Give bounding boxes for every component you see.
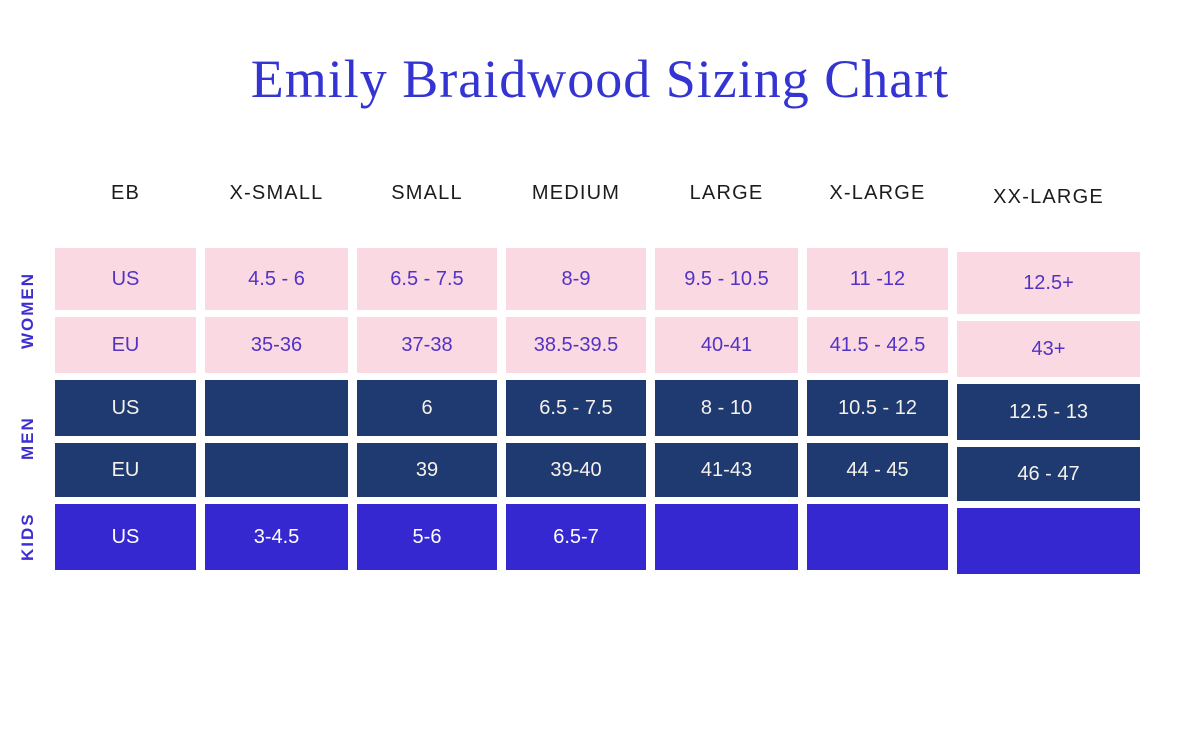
cell-men-us-small: 6 — [357, 380, 497, 437]
cell-men-eu-xx-large: 46 - 47 — [957, 447, 1140, 502]
row-label-men-us: US — [55, 380, 196, 437]
cell-men-eu-medium: 39-40 — [506, 443, 646, 498]
cell-men-us-x-small — [205, 380, 348, 437]
row-group-label-men: MEN — [18, 416, 37, 461]
cell-men-eu-small: 39 — [357, 443, 497, 498]
cell-men-eu-x-large: 44 - 45 — [807, 443, 948, 498]
cell-women-us-medium: 8-9 — [506, 248, 646, 311]
cell-men-us-xx-large: 12.5 - 13 — [957, 384, 1140, 441]
cell-men-us-large: 8 - 10 — [655, 380, 798, 437]
cell-women-eu-medium: 38.5-39.5 — [506, 317, 646, 374]
cell-kids-us-x-small: 3-4.5 — [205, 504, 348, 571]
cell-women-eu-x-small: 35-36 — [205, 317, 348, 374]
cell-women-eu-xx-large: 43+ — [957, 321, 1140, 378]
cell-women-us-large: 9.5 - 10.5 — [655, 248, 798, 311]
sizing-chart-page: Emily Braidwood Sizing Chart WOMEN MEN K… — [0, 48, 1200, 740]
column-header-x-small: X-SMALL — [229, 181, 324, 204]
column-header-large: LARGE — [689, 181, 764, 204]
page-title: Emily Braidwood Sizing Chart — [250, 49, 950, 109]
column-header-medium: MEDIUM — [531, 181, 621, 204]
cell-kids-us-large — [655, 504, 798, 571]
sizing-table: WOMEN MEN KIDS EB X-SMALL SMALL MEDIUM L… — [18, 178, 1145, 575]
column-header-eb: EB — [110, 181, 141, 204]
row-label-women-eu: EU — [55, 317, 196, 374]
row-group-label-women: WOMEN — [18, 272, 37, 350]
row-label-kids-us: US — [55, 504, 196, 571]
row-group-label-kids: KIDS — [18, 512, 37, 562]
header-table-spacer — [55, 215, 1140, 241]
cell-women-eu-large: 40-41 — [655, 317, 798, 374]
cell-men-eu-x-small — [205, 443, 348, 498]
cell-men-eu-large: 41-43 — [655, 443, 798, 498]
cell-men-us-x-large: 10.5 - 12 — [807, 380, 948, 437]
sizing-grid: EB X-SMALL SMALL MEDIUM LARGE X-LARGE XX… — [55, 178, 1145, 575]
column-header-xx-large: XX-LARGE — [993, 185, 1104, 208]
column-header-small: SMALL — [391, 181, 463, 204]
cell-women-us-x-small: 4.5 - 6 — [205, 248, 348, 311]
cell-kids-us-xx-large — [957, 508, 1140, 575]
cell-kids-us-small: 5-6 — [357, 504, 497, 571]
cell-kids-us-medium: 6.5-7 — [506, 504, 646, 571]
cell-women-us-small: 6.5 - 7.5 — [357, 248, 497, 311]
cell-women-eu-x-large: 41.5 - 42.5 — [807, 317, 948, 374]
column-header-x-large: X-LARGE — [829, 181, 926, 204]
row-label-men-eu: EU — [55, 443, 196, 498]
cell-men-us-medium: 6.5 - 7.5 — [506, 380, 646, 437]
cell-women-us-x-large: 11 -12 — [807, 248, 948, 311]
cell-women-us-xx-large: 12.5+ — [957, 252, 1140, 315]
cell-women-eu-small: 37-38 — [357, 317, 497, 374]
row-label-women-us: US — [55, 248, 196, 311]
cell-kids-us-x-large — [807, 504, 948, 571]
